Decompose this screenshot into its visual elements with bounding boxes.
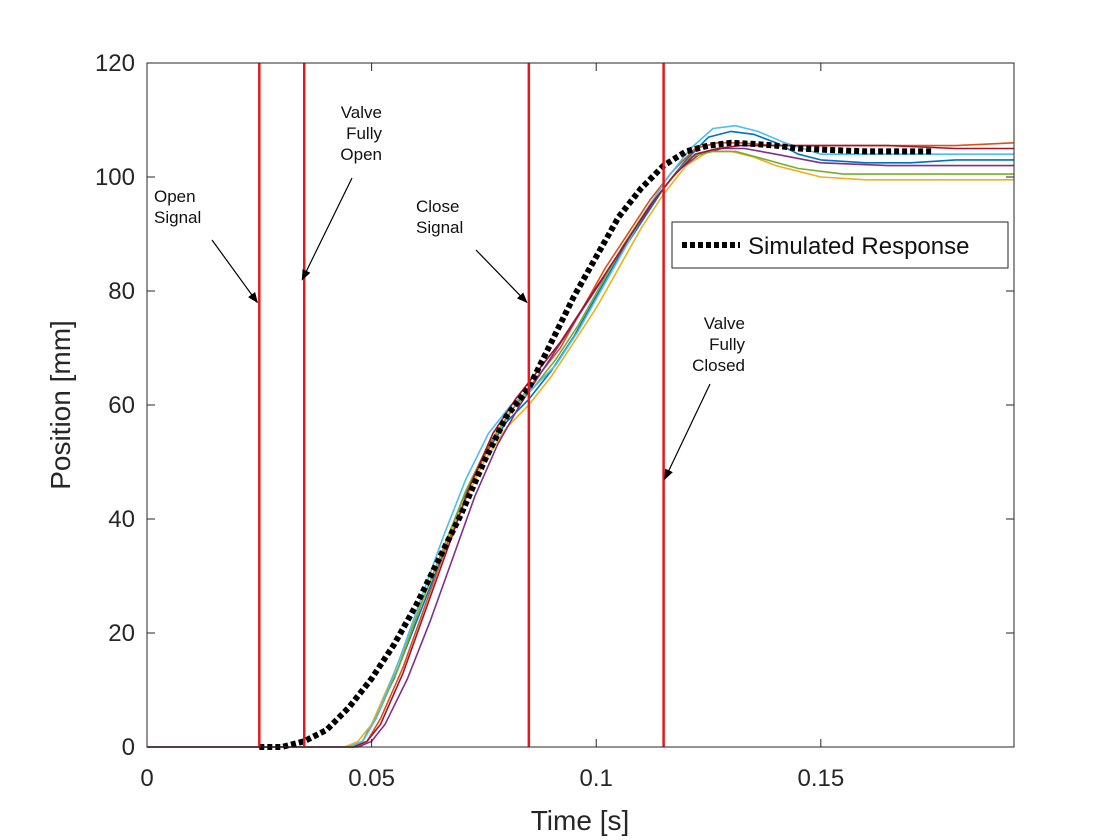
x-tick-label: 0.1 xyxy=(580,765,613,792)
legend-label-simulated-response: Simulated Response xyxy=(748,233,969,260)
series-layer xyxy=(147,124,1015,750)
ticks-layer: 0 0.05 0.1 0.15 0 20 40 60 80 100 120 xyxy=(95,50,1014,792)
annotation-text-line: Signal xyxy=(154,208,201,227)
series-line-measured-6 xyxy=(147,124,1014,748)
annotation-0: Open Signal xyxy=(154,187,258,304)
annotation-text-line: Fully xyxy=(709,335,745,354)
annotation-arrow xyxy=(211,239,258,304)
vertical-lines-layer xyxy=(258,63,665,747)
annotation-text-line: Valve xyxy=(341,103,382,122)
annotation-arrow xyxy=(664,383,711,481)
annotation-arrow xyxy=(475,249,528,304)
x-tick-label: 0 xyxy=(140,765,153,792)
x-tick-label: 0.05 xyxy=(348,765,395,792)
annotation-2: Close Signal xyxy=(416,197,528,304)
y-tick-label: 40 xyxy=(108,506,135,533)
y-tick-label: 100 xyxy=(95,164,135,191)
y-tick-label: 0 xyxy=(122,734,135,761)
legend: Simulated Response xyxy=(671,221,1009,269)
y-tick-label: 20 xyxy=(108,620,135,647)
legend-box xyxy=(671,221,1009,269)
annotation-text-line: Open xyxy=(340,145,382,164)
series-line-measured-5 xyxy=(147,150,1014,748)
annotation-arrow xyxy=(301,177,353,281)
y-tick-label: 120 xyxy=(95,50,135,77)
annotation-1: Valve Fully Open xyxy=(301,103,382,281)
annotation-text-line: Fully xyxy=(346,124,382,143)
y-axis-label: Position [mm] xyxy=(45,320,76,490)
annotation-text-line: Signal xyxy=(416,218,463,237)
annotation-3: Valve Fully Closed xyxy=(664,314,745,481)
plot-area xyxy=(147,63,1014,747)
annotations-layer: Open Signal Valve Fully Open Close Signal Valve… xyxy=(154,103,745,481)
x-tick-label: 0.15 xyxy=(797,765,844,792)
y-tick-label: 60 xyxy=(108,392,135,419)
series-line-simulated-response xyxy=(259,139,934,750)
y-tick-label: 80 xyxy=(108,278,135,305)
annotation-text-line: Valve xyxy=(704,314,745,333)
annotation-text-line: Closed xyxy=(692,356,745,375)
annotation-text-line: Close xyxy=(416,197,459,216)
annotation-text-line: Open xyxy=(154,187,196,206)
x-axis-label: Time [s] xyxy=(531,805,630,836)
